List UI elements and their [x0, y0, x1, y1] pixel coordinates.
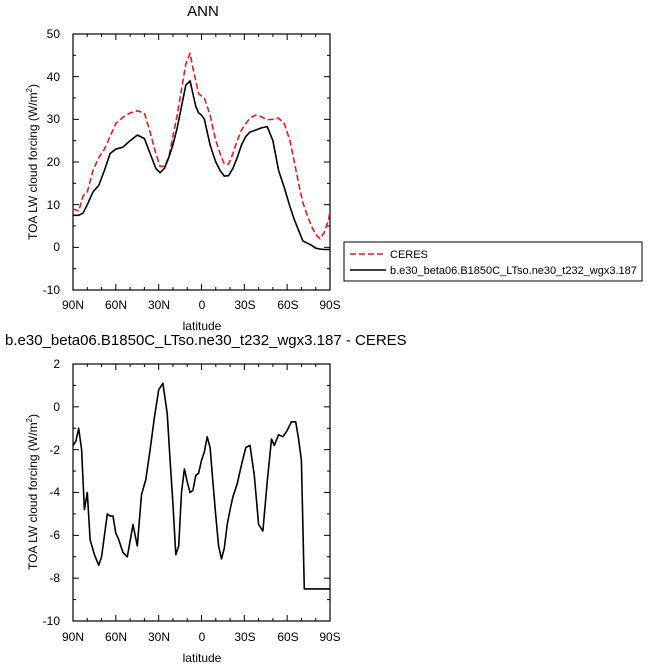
top-panel: ANN 50 40 30 20 10 0 -10 90N 60N 30N 0 3… — [25, 3, 341, 333]
top-ytick-label: -10 — [43, 283, 61, 297]
bottom-xtick-label: 30S — [234, 630, 255, 644]
bottom-ytick-label: 0 — [53, 400, 60, 414]
bottom-yaxis-label-end: ) — [26, 414, 40, 418]
top-yaxis-label-main: TOA LW cloud forcing (W/m — [26, 92, 40, 240]
bottom-series-group — [72, 382, 330, 590]
top-ytick-label: 20 — [47, 155, 61, 169]
top-xtick-label: 90S — [319, 298, 340, 312]
top-yaxis-label: TOA LW cloud forcing (W/m2) — [25, 84, 40, 240]
bottom-yaxis-label-main: TOA LW cloud forcing (W/m — [26, 422, 40, 570]
top-xtick-label: 30N — [148, 298, 170, 312]
top-xtick-label: 30S — [234, 298, 255, 312]
top-ticks — [72, 33, 331, 291]
legend-ceres-label: CERES — [390, 249, 428, 261]
bottom-ytick-label: -4 — [49, 485, 60, 499]
bottom-ytick-label: -8 — [49, 571, 60, 585]
top-yaxis-label-sup: 2 — [25, 87, 34, 92]
bottom-xaxis-label: latitude — [183, 651, 222, 665]
bottom-ticks — [72, 363, 331, 622]
top-xtick-label: 60S — [277, 298, 298, 312]
bottom-panel: b.e30_beta06.B1850C_LTso.ne30_t232_wgx3.… — [5, 332, 407, 665]
top-ytick-label: 0 — [53, 240, 60, 254]
top-plot-title: ANN — [187, 3, 219, 20]
bottom-yaxis-label-sup: 2 — [25, 417, 34, 422]
bottom-series-line-difference — [72, 382, 330, 590]
bottom-ytick-label: -2 — [49, 443, 60, 457]
top-series-line-ceres — [72, 52, 331, 240]
legend-box — [343, 241, 643, 282]
bottom-xtick-label: 90N — [62, 630, 84, 644]
top-series-line-b — [73, 80, 330, 251]
top-plot-frame — [72, 33, 331, 291]
legend-model-label: b.e30_beta06.B1850C_LTso.ne30_t232_wgx3.… — [390, 265, 637, 277]
bottom-plot-frame — [72, 363, 331, 622]
top-ytick-label: 50 — [47, 27, 61, 41]
top-xtick-label: 90N — [62, 298, 84, 312]
bottom-xtick-label: 30N — [148, 630, 170, 644]
top-ytick-label: 30 — [47, 112, 61, 126]
bottom-ytick-label: -10 — [43, 614, 61, 628]
top-xtick-label: 60N — [105, 298, 127, 312]
bottom-xtick-label: 0 — [199, 630, 206, 644]
top-series-group — [72, 52, 331, 251]
top-ytick-label: 10 — [47, 198, 61, 212]
bottom-plot-title: b.e30_beta06.B1850C_LTso.ne30_t232_wgx3.… — [5, 332, 407, 349]
top-xaxis-label: latitude — [183, 319, 222, 333]
bottom-xtick-label: 60N — [105, 630, 127, 644]
top-xtick-label: 0 — [199, 298, 206, 312]
top-yaxis-label-end: ) — [26, 84, 40, 88]
bottom-yaxis-label: TOA LW cloud forcing (W/m2) — [25, 414, 40, 570]
legend: CERES b.e30_beta06.B1850C_LTso.ne30_t232… — [343, 241, 643, 282]
bottom-xtick-label: 90S — [319, 630, 340, 644]
bottom-ytick-label: 2 — [53, 357, 60, 371]
bottom-xtick-label: 60S — [277, 630, 298, 644]
top-ytick-label: 40 — [47, 70, 61, 84]
bottom-ytick-label: -6 — [49, 528, 60, 542]
